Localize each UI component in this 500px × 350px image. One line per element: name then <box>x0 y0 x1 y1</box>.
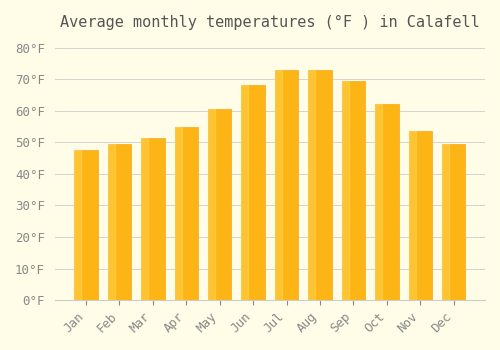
Bar <box>308 70 316 300</box>
Bar <box>174 127 182 300</box>
Bar <box>275 70 298 300</box>
Bar <box>242 85 248 300</box>
Bar <box>375 104 382 300</box>
Bar <box>108 144 131 300</box>
Bar <box>342 81 365 300</box>
Bar <box>342 81 349 300</box>
Bar <box>74 150 82 300</box>
Bar <box>242 85 265 300</box>
Bar <box>408 131 416 300</box>
Bar <box>208 109 215 300</box>
Bar <box>174 127 198 300</box>
Bar <box>208 109 232 300</box>
Title: Average monthly temperatures (°F ) in Calafell: Average monthly temperatures (°F ) in Ca… <box>60 15 480 30</box>
Bar <box>74 150 98 300</box>
Bar <box>442 144 449 300</box>
Bar <box>275 70 282 300</box>
Bar <box>408 131 432 300</box>
Bar <box>141 138 148 300</box>
Bar <box>442 144 466 300</box>
Bar <box>375 104 398 300</box>
Bar <box>308 70 332 300</box>
Bar <box>108 144 114 300</box>
Bar <box>141 138 165 300</box>
